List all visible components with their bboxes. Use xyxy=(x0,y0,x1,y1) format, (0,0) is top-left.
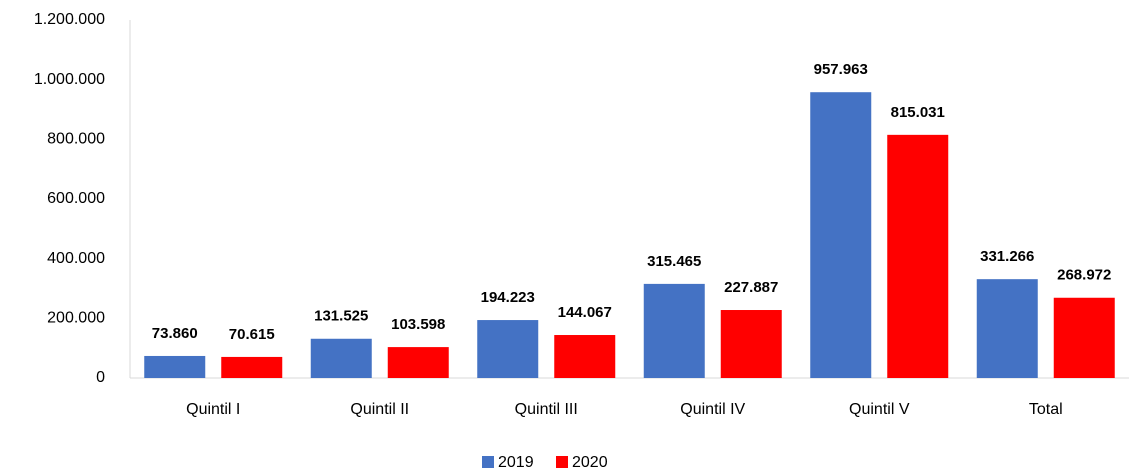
value-label: 815.031 xyxy=(891,104,945,121)
value-label: 144.067 xyxy=(558,304,612,321)
bar xyxy=(976,279,1038,378)
value-label: 957.963 xyxy=(814,61,868,78)
bar xyxy=(387,347,449,378)
bar xyxy=(310,338,372,378)
bar xyxy=(221,356,283,378)
legend-swatch xyxy=(556,456,568,468)
y-tick-label: 800.000 xyxy=(47,131,105,148)
y-tick-label: 1.200.000 xyxy=(34,11,105,28)
value-label: 268.972 xyxy=(1057,267,1111,284)
bar xyxy=(810,92,872,378)
value-label: 103.598 xyxy=(391,316,445,333)
value-label: 331.266 xyxy=(980,248,1034,265)
value-label: 70.615 xyxy=(229,326,275,343)
value-label: 131.525 xyxy=(314,308,368,325)
x-tick-label: Quintil III xyxy=(515,401,578,418)
bar xyxy=(1053,297,1115,378)
x-tick-label: Quintil I xyxy=(186,401,240,418)
bar xyxy=(643,283,705,378)
value-label: 194.223 xyxy=(481,289,535,306)
y-tick-label: 200.000 xyxy=(47,310,105,327)
y-tick-label: 1.000.000 xyxy=(34,71,105,88)
bar xyxy=(144,355,206,378)
value-label: 73.860 xyxy=(152,325,198,342)
bar xyxy=(477,320,539,378)
bar xyxy=(887,134,949,378)
legend-swatch xyxy=(482,456,494,468)
bar xyxy=(720,310,782,378)
x-tick-label: Quintil II xyxy=(350,401,409,418)
legend-label: 2020 xyxy=(572,454,608,471)
y-tick-label: 400.000 xyxy=(47,250,105,267)
bar xyxy=(554,335,616,378)
x-tick-label: Total xyxy=(1029,401,1063,418)
value-label: 315.465 xyxy=(647,253,701,270)
y-tick-label: 600.000 xyxy=(47,190,105,207)
x-tick-label: Quintil IV xyxy=(680,401,745,418)
x-tick-label: Quintil V xyxy=(849,401,910,418)
value-label: 227.887 xyxy=(724,279,778,296)
y-tick-label: 0 xyxy=(96,369,105,386)
legend-label: 2019 xyxy=(498,454,534,471)
